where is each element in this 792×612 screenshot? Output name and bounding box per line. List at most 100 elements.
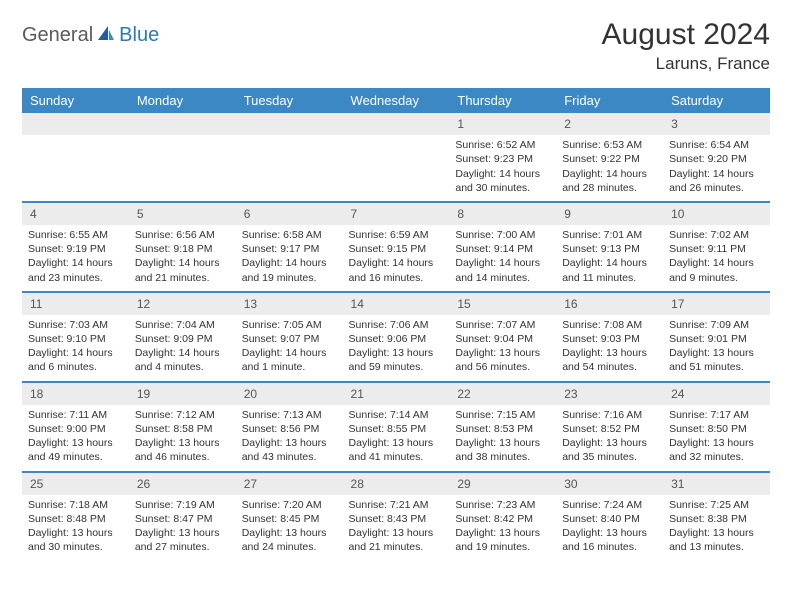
day-line: and 16 minutes.	[562, 540, 657, 554]
calendar-day-cell	[129, 113, 236, 202]
day-number: 5	[129, 203, 236, 225]
day-line: Sunrise: 7:17 AM	[669, 408, 764, 422]
calendar-day-cell: 17Sunrise: 7:09 AMSunset: 9:01 PMDayligh…	[663, 292, 770, 382]
calendar-day-cell: 18Sunrise: 7:11 AMSunset: 9:00 PMDayligh…	[22, 382, 129, 472]
day-number: 29	[449, 473, 556, 495]
day-line: Daylight: 14 hours	[349, 256, 444, 270]
day-body: Sunrise: 7:03 AMSunset: 9:10 PMDaylight:…	[22, 315, 129, 381]
day-line: Sunset: 9:19 PM	[28, 242, 123, 256]
day-line: Sunset: 8:52 PM	[562, 422, 657, 436]
day-number	[343, 113, 450, 135]
day-line: and 51 minutes.	[669, 360, 764, 374]
day-line: Sunrise: 7:15 AM	[455, 408, 550, 422]
day-body: Sunrise: 6:54 AMSunset: 9:20 PMDaylight:…	[663, 135, 770, 201]
day-number: 3	[663, 113, 770, 135]
day-line: Daylight: 14 hours	[669, 167, 764, 181]
day-header-row: Sunday Monday Tuesday Wednesday Thursday…	[22, 88, 770, 113]
day-line: Sunrise: 7:02 AM	[669, 228, 764, 242]
day-line: Sunrise: 7:13 AM	[242, 408, 337, 422]
day-line: Sunrise: 6:53 AM	[562, 138, 657, 152]
day-number: 31	[663, 473, 770, 495]
day-line: and 21 minutes.	[349, 540, 444, 554]
calendar-table: Sunday Monday Tuesday Wednesday Thursday…	[22, 88, 770, 560]
calendar-day-cell: 19Sunrise: 7:12 AMSunset: 8:58 PMDayligh…	[129, 382, 236, 472]
day-line: Daylight: 13 hours	[28, 436, 123, 450]
day-number: 22	[449, 383, 556, 405]
day-number	[236, 113, 343, 135]
day-line: Sunset: 8:58 PM	[135, 422, 230, 436]
day-line: Sunrise: 6:58 AM	[242, 228, 337, 242]
day-body: Sunrise: 7:06 AMSunset: 9:06 PMDaylight:…	[343, 315, 450, 381]
day-body: Sunrise: 6:53 AMSunset: 9:22 PMDaylight:…	[556, 135, 663, 201]
day-line: and 41 minutes.	[349, 450, 444, 464]
day-line: Daylight: 13 hours	[349, 436, 444, 450]
day-body: Sunrise: 7:15 AMSunset: 8:53 PMDaylight:…	[449, 405, 556, 471]
day-line: Sunrise: 7:14 AM	[349, 408, 444, 422]
calendar-day-cell	[343, 113, 450, 202]
day-body: Sunrise: 7:23 AMSunset: 8:42 PMDaylight:…	[449, 495, 556, 561]
page-title: August 2024	[602, 18, 770, 52]
calendar-day-cell: 3Sunrise: 6:54 AMSunset: 9:20 PMDaylight…	[663, 113, 770, 202]
calendar-day-cell: 26Sunrise: 7:19 AMSunset: 8:47 PMDayligh…	[129, 472, 236, 561]
day-number: 15	[449, 293, 556, 315]
logo-text-general: General	[22, 24, 93, 47]
day-line: Sunrise: 7:21 AM	[349, 498, 444, 512]
day-line: Sunset: 9:03 PM	[562, 332, 657, 346]
calendar-week-row: 1Sunrise: 6:52 AMSunset: 9:23 PMDaylight…	[22, 113, 770, 202]
day-line: Sunrise: 7:11 AM	[28, 408, 123, 422]
day-body: Sunrise: 7:12 AMSunset: 8:58 PMDaylight:…	[129, 405, 236, 471]
day-line: Sunset: 9:06 PM	[349, 332, 444, 346]
day-line: Daylight: 13 hours	[562, 346, 657, 360]
day-number: 30	[556, 473, 663, 495]
calendar-day-cell: 20Sunrise: 7:13 AMSunset: 8:56 PMDayligh…	[236, 382, 343, 472]
day-body: Sunrise: 7:18 AMSunset: 8:48 PMDaylight:…	[22, 495, 129, 561]
calendar-day-cell: 29Sunrise: 7:23 AMSunset: 8:42 PMDayligh…	[449, 472, 556, 561]
calendar-day-cell: 28Sunrise: 7:21 AMSunset: 8:43 PMDayligh…	[343, 472, 450, 561]
day-line: Daylight: 13 hours	[562, 436, 657, 450]
day-line: Sunset: 9:17 PM	[242, 242, 337, 256]
day-header: Friday	[556, 88, 663, 113]
calendar-day-cell: 31Sunrise: 7:25 AMSunset: 8:38 PMDayligh…	[663, 472, 770, 561]
day-line: Sunset: 8:43 PM	[349, 512, 444, 526]
day-line: and 6 minutes.	[28, 360, 123, 374]
day-line: and 38 minutes.	[455, 450, 550, 464]
day-line: Daylight: 13 hours	[669, 436, 764, 450]
day-line: and 21 minutes.	[135, 271, 230, 285]
day-line: Sunset: 8:45 PM	[242, 512, 337, 526]
day-line: Sunset: 9:14 PM	[455, 242, 550, 256]
day-line: and 23 minutes.	[28, 271, 123, 285]
calendar-day-cell: 22Sunrise: 7:15 AMSunset: 8:53 PMDayligh…	[449, 382, 556, 472]
day-line: Sunset: 8:56 PM	[242, 422, 337, 436]
day-line: Sunrise: 6:56 AM	[135, 228, 230, 242]
day-body: Sunrise: 6:59 AMSunset: 9:15 PMDaylight:…	[343, 225, 450, 291]
day-line: and 28 minutes.	[562, 181, 657, 195]
day-number: 1	[449, 113, 556, 135]
day-number: 20	[236, 383, 343, 405]
day-body: Sunrise: 7:25 AMSunset: 8:38 PMDaylight:…	[663, 495, 770, 561]
day-line: Sunset: 9:04 PM	[455, 332, 550, 346]
calendar-day-cell: 10Sunrise: 7:02 AMSunset: 9:11 PMDayligh…	[663, 202, 770, 292]
day-line: Daylight: 13 hours	[28, 526, 123, 540]
calendar-day-cell: 9Sunrise: 7:01 AMSunset: 9:13 PMDaylight…	[556, 202, 663, 292]
day-line: Sunrise: 7:06 AM	[349, 318, 444, 332]
day-line: Daylight: 14 hours	[242, 256, 337, 270]
day-line: Sunrise: 7:23 AM	[455, 498, 550, 512]
day-header: Sunday	[22, 88, 129, 113]
day-line: and 24 minutes.	[242, 540, 337, 554]
day-number: 16	[556, 293, 663, 315]
day-line: Sunrise: 7:20 AM	[242, 498, 337, 512]
calendar-day-cell	[236, 113, 343, 202]
day-line: and 43 minutes.	[242, 450, 337, 464]
day-body	[343, 135, 450, 195]
day-line: and 26 minutes.	[669, 181, 764, 195]
day-line: Daylight: 13 hours	[455, 346, 550, 360]
day-body: Sunrise: 7:04 AMSunset: 9:09 PMDaylight:…	[129, 315, 236, 381]
day-line: Daylight: 14 hours	[455, 167, 550, 181]
header: General Blue August 2024 Laruns, France	[22, 18, 770, 74]
day-number: 10	[663, 203, 770, 225]
day-line: and 16 minutes.	[349, 271, 444, 285]
day-body: Sunrise: 7:02 AMSunset: 9:11 PMDaylight:…	[663, 225, 770, 291]
calendar-day-cell: 27Sunrise: 7:20 AMSunset: 8:45 PMDayligh…	[236, 472, 343, 561]
day-line: Daylight: 13 hours	[455, 436, 550, 450]
day-number: 19	[129, 383, 236, 405]
